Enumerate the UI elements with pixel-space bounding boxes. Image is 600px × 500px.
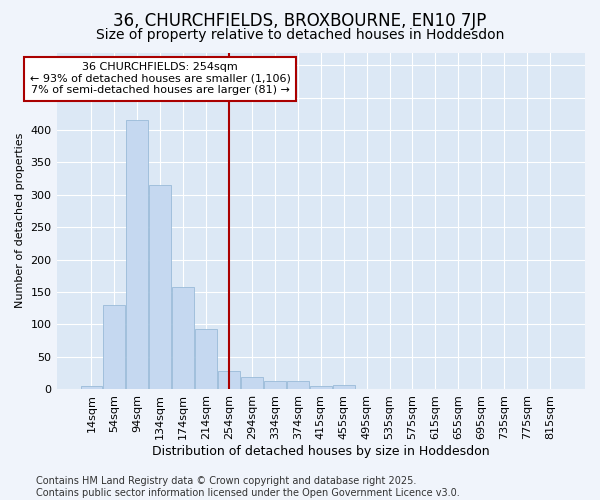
Bar: [287, 381, 309, 389]
Y-axis label: Number of detached properties: Number of detached properties: [15, 133, 25, 308]
Bar: [218, 371, 240, 389]
Text: 36 CHURCHFIELDS: 254sqm
← 93% of detached houses are smaller (1,106)
7% of semi-: 36 CHURCHFIELDS: 254sqm ← 93% of detache…: [30, 62, 290, 96]
Bar: [172, 288, 194, 389]
Bar: [80, 386, 103, 389]
Bar: [103, 305, 125, 389]
Bar: [127, 120, 148, 389]
Text: Size of property relative to detached houses in Hoddesdon: Size of property relative to detached ho…: [96, 28, 504, 42]
Bar: [310, 386, 332, 389]
Bar: [195, 329, 217, 389]
Bar: [149, 185, 171, 389]
Bar: [333, 385, 355, 389]
Bar: [241, 378, 263, 389]
Bar: [264, 381, 286, 389]
X-axis label: Distribution of detached houses by size in Hoddesdon: Distribution of detached houses by size …: [152, 444, 490, 458]
Text: Contains HM Land Registry data © Crown copyright and database right 2025.
Contai: Contains HM Land Registry data © Crown c…: [36, 476, 460, 498]
Text: 36, CHURCHFIELDS, BROXBOURNE, EN10 7JP: 36, CHURCHFIELDS, BROXBOURNE, EN10 7JP: [113, 12, 487, 30]
